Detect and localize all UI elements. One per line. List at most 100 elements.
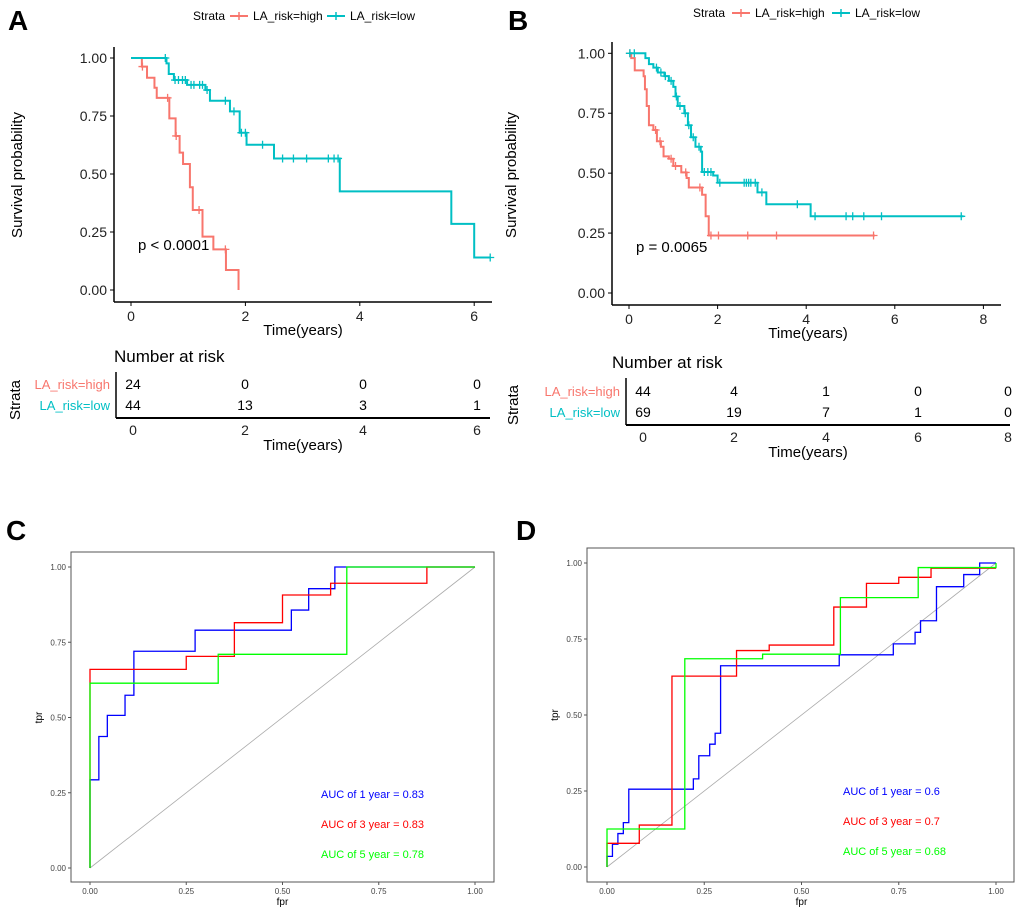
km-plot-b: Strata LA_risk=high LA_risk=low 0.00 0.25 0.5…: [503, 6, 1012, 461]
x-axis-label: fpr: [796, 897, 808, 908]
censor-mark: [258, 140, 267, 149]
risk-x-tick-label: 6: [914, 429, 922, 445]
censor-mark: [656, 68, 665, 77]
x-tick-label: 6: [470, 308, 478, 324]
auc-label: AUC of 3 year = 0.7: [843, 816, 940, 828]
censor-mark: [877, 212, 886, 221]
risk-count: 19: [726, 404, 742, 420]
censor-mark: [672, 92, 681, 101]
censor-mark: [661, 72, 670, 81]
censor-mark: [334, 154, 343, 163]
risk-row-label: LA_risk=low: [40, 398, 111, 413]
risk-count: 1: [822, 383, 830, 399]
risk-count: 0: [241, 376, 249, 392]
x-tick-label: 2: [242, 308, 250, 324]
censor-mark: [772, 231, 781, 240]
censor-mark: [221, 96, 230, 105]
y-tick-label: 0.75: [566, 635, 582, 644]
roc-curve-1-year: [606, 562, 996, 867]
censor-mark: [651, 126, 660, 135]
auc-label: AUC of 5 year = 0.68: [843, 846, 946, 858]
censor-mark: [198, 80, 207, 89]
censor-mark: [848, 212, 857, 221]
x-tick-label: 0.00: [82, 887, 98, 896]
risk-count: 4: [730, 383, 738, 399]
risk-count: 69: [635, 404, 651, 420]
y-tick-label: 0.50: [50, 714, 66, 723]
x-tick-label: 1.00: [467, 887, 483, 896]
y-tick-label: 0.50: [578, 165, 605, 181]
censor-mark: [743, 231, 752, 240]
risk-x-tick-label: 2: [730, 429, 738, 445]
x-tick-label: 0.75: [891, 887, 907, 896]
survival-curve-high: [629, 52, 875, 237]
y-tick-label: 0.75: [80, 108, 107, 124]
risk-count: 0: [914, 383, 922, 399]
risk-x-axis-label: Time(years): [768, 444, 847, 461]
censor-mark: [684, 121, 693, 130]
auc-label: AUC of 5 year = 0.78: [321, 849, 424, 861]
survival-curve-high: [131, 57, 240, 290]
censor-mark: [278, 154, 287, 163]
censor-mark: [652, 63, 661, 72]
auc-label: AUC of 1 year = 0.83: [321, 789, 424, 801]
y-tick-label: 0.00: [578, 285, 605, 301]
risk-x-tick-label: 4: [359, 422, 367, 438]
risk-count: 13: [237, 397, 253, 413]
risk-count: 0: [1004, 383, 1012, 399]
risk-count: 7: [822, 404, 830, 420]
risk-table-title: Number at risk: [114, 347, 225, 366]
y-axis-label: tpr: [550, 708, 561, 720]
x-tick-label: 6: [891, 311, 899, 327]
censor-mark: [694, 142, 703, 151]
y-tick-label: 0.00: [50, 864, 66, 873]
censor-mark: [715, 178, 724, 187]
y-axis-label: tpr: [34, 711, 45, 723]
legend-title: Strata: [193, 9, 225, 23]
censor-mark: [757, 188, 766, 197]
legend-label: LA_risk=low: [855, 6, 920, 20]
x-tick-label: 8: [980, 311, 988, 327]
censor-mark: [221, 245, 230, 254]
auc-label: AUC of 3 year = 0.83: [321, 819, 424, 831]
y-tick-label: 1.00: [566, 559, 582, 568]
censor-mark: [172, 131, 181, 140]
risk-count: 0: [1004, 404, 1012, 420]
censor-mark: [241, 128, 250, 137]
legend-label: LA_risk=low: [350, 9, 415, 23]
y-tick-label: 0.75: [50, 638, 66, 647]
risk-count: 1: [914, 404, 922, 420]
y-tick-label: 0.00: [80, 282, 107, 298]
censor-mark: [671, 161, 680, 170]
y-axis-label: Survival probability: [9, 112, 26, 238]
p-value-annotation: p = 0.0065: [636, 239, 707, 256]
x-axis-label: Time(years): [263, 322, 342, 339]
y-tick-label: 0.50: [566, 711, 582, 720]
roc-curve-3-year: [606, 567, 996, 867]
y-tick-label: 0.25: [80, 224, 107, 240]
censor-mark: [681, 168, 690, 177]
censor-mark: [667, 154, 676, 163]
censor-mark: [630, 49, 639, 58]
legend-title: Strata: [693, 6, 725, 20]
censor-mark: [689, 133, 698, 142]
y-tick-label: 0.25: [578, 225, 605, 241]
x-tick-label: 0.75: [371, 887, 387, 896]
legend-label: LA_risk=high: [755, 6, 825, 20]
censor-mark: [229, 107, 238, 116]
x-tick-label: 2: [714, 311, 722, 327]
censor-mark: [714, 231, 723, 240]
panel-letter-a: A: [8, 5, 28, 36]
y-tick-label: 0.25: [566, 787, 582, 796]
censor-mark: [203, 86, 212, 95]
survival-curve-low: [131, 57, 491, 259]
panel-letter-c: C: [6, 515, 26, 546]
x-tick-label: 1.00: [988, 887, 1004, 896]
risk-count: 44: [635, 383, 651, 399]
x-tick-label: 0.50: [794, 887, 810, 896]
survival-curve-low: [629, 52, 964, 218]
risk-count: 0: [473, 376, 481, 392]
censor-mark: [957, 212, 966, 221]
risk-x-tick-label: 0: [639, 429, 647, 445]
